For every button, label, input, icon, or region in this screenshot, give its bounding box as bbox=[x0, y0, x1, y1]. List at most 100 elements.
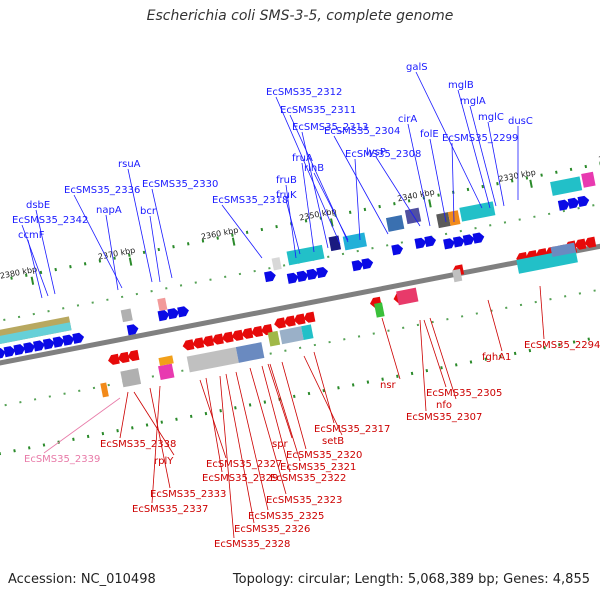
gene-label-top[interactable]: EcSMS35_2318 bbox=[212, 195, 288, 206]
gene-arrow-forward[interactable] bbox=[567, 197, 581, 209]
gene-arrow-forward[interactable] bbox=[462, 234, 476, 246]
gene-label-bottom[interactable]: EcSMS35_2329 bbox=[202, 473, 278, 484]
gene-label-top[interactable]: rihB bbox=[304, 163, 324, 174]
gene-label-top[interactable]: EcSMS35_2304 bbox=[324, 126, 400, 137]
gene-label-bottom[interactable]: EcSMS35_2326 bbox=[234, 524, 310, 535]
gene-label-bottom[interactable]: EcSMS35_2317 bbox=[314, 424, 390, 435]
cog-block[interactable] bbox=[396, 287, 419, 306]
gene-arrow-forward[interactable] bbox=[126, 323, 140, 336]
gene-label-top[interactable]: mglB bbox=[448, 80, 474, 91]
gene-label-top[interactable]: galS bbox=[406, 62, 428, 73]
cog-block[interactable] bbox=[267, 330, 281, 347]
gene-arrow-forward[interactable] bbox=[316, 266, 329, 279]
gene-label-bottom[interactable]: EcSMS35_2339 bbox=[24, 454, 100, 465]
gene-label-bottom[interactable]: nfo bbox=[436, 400, 452, 411]
gene-arrow-reverse[interactable] bbox=[211, 333, 224, 346]
gene-arrow-forward[interactable] bbox=[157, 309, 171, 322]
gene-arrow-reverse[interactable] bbox=[250, 325, 264, 338]
gene-arrow-forward[interactable] bbox=[391, 243, 404, 256]
cog-block[interactable] bbox=[385, 215, 405, 232]
cog-block[interactable] bbox=[436, 212, 451, 229]
gene-arrow-forward[interactable] bbox=[424, 235, 437, 247]
cog-block[interactable] bbox=[120, 368, 142, 388]
gene-arrow-forward[interactable] bbox=[264, 270, 277, 283]
gene-label-bottom[interactable]: EcSMS35_2327 bbox=[206, 459, 282, 470]
gene-label-bottom[interactable]: EcSMS35_2321 bbox=[280, 462, 356, 473]
gene-arrow-forward[interactable] bbox=[13, 343, 26, 356]
gene-arrow-forward[interactable] bbox=[33, 340, 46, 352]
cog-block[interactable] bbox=[452, 268, 463, 283]
gene-label-top[interactable]: dsbE bbox=[26, 200, 50, 211]
gene-label-bottom[interactable]: fghA1 bbox=[482, 352, 511, 363]
gene-label-top[interactable]: bcr bbox=[140, 206, 157, 217]
gene-label-top[interactable]: folE bbox=[420, 129, 439, 140]
gene-label-top[interactable]: mglA bbox=[460, 96, 486, 107]
gene-arrow-forward[interactable] bbox=[286, 272, 300, 284]
cog-block[interactable] bbox=[271, 257, 282, 271]
cog-block[interactable] bbox=[0, 322, 72, 346]
gene-arrow-forward[interactable] bbox=[361, 257, 374, 270]
gene-arrow-reverse[interactable] bbox=[221, 331, 234, 344]
cog-block[interactable] bbox=[100, 382, 109, 398]
cog-block[interactable] bbox=[342, 232, 367, 251]
gene-label-top[interactable]: EcSMS35_2342 bbox=[12, 215, 88, 226]
cog-block[interactable] bbox=[374, 302, 385, 318]
gene-label-top[interactable]: EcSMS35_2313 bbox=[292, 122, 368, 133]
gene-arrow-forward[interactable] bbox=[452, 236, 466, 248]
gene-label-bottom[interactable]: rplY bbox=[154, 456, 174, 467]
cog-block[interactable] bbox=[186, 347, 239, 373]
gene-label-bottom[interactable]: EcSMS35_2338 bbox=[100, 439, 176, 450]
gene-label-top[interactable]: EcSMS35_2330 bbox=[142, 179, 218, 190]
cog-block[interactable] bbox=[328, 235, 342, 252]
gene-arrow-reverse[interactable] bbox=[303, 311, 316, 324]
gene-label-bottom[interactable]: setB bbox=[322, 436, 344, 447]
gene-label-top[interactable]: cirA bbox=[398, 114, 417, 125]
cog-block[interactable] bbox=[157, 297, 168, 312]
gene-label-top[interactable]: EcSMS35_2312 bbox=[266, 87, 342, 98]
gene-label-bottom[interactable]: EcSMS35_2337 bbox=[132, 504, 208, 515]
gene-label-bottom[interactable]: EcSMS35_2294 bbox=[524, 340, 600, 351]
gene-label-top[interactable]: mglC bbox=[478, 112, 504, 123]
gene-arrow-reverse[interactable] bbox=[192, 337, 205, 349]
gene-arrow-forward[interactable] bbox=[3, 345, 17, 358]
gene-label-bottom[interactable]: EcSMS35_2322 bbox=[270, 473, 346, 484]
gene-label-top[interactable]: EcSMS35_2336 bbox=[64, 185, 140, 196]
gene-arrow-forward[interactable] bbox=[72, 332, 85, 344]
gene-label-top[interactable]: fruK bbox=[276, 190, 297, 201]
gene-arrow-reverse[interactable] bbox=[117, 351, 130, 364]
gene-label-bottom[interactable]: EcSMS35_2323 bbox=[266, 495, 342, 506]
gene-label-top[interactable]: EcSMS35_2308 bbox=[345, 149, 421, 160]
gene-arrow-forward[interactable] bbox=[306, 268, 319, 281]
gene-label-bottom[interactable]: EcSMS35_2328 bbox=[214, 539, 290, 550]
gene-arrow-forward[interactable] bbox=[557, 199, 571, 211]
gene-arrow-forward[interactable] bbox=[414, 237, 427, 249]
gene-label-top[interactable]: lysP bbox=[366, 147, 386, 158]
cog-block[interactable] bbox=[301, 324, 314, 341]
gene-label-top[interactable]: EcSMS35_2311 bbox=[280, 105, 356, 116]
cog-block[interactable] bbox=[404, 207, 422, 225]
cog-block[interactable] bbox=[286, 244, 325, 266]
gene-arrow-forward[interactable] bbox=[472, 232, 486, 244]
cog-block[interactable] bbox=[235, 342, 265, 363]
gene-arrow-reverse[interactable] bbox=[107, 353, 120, 366]
gene-label-top[interactable]: napA bbox=[96, 205, 122, 216]
gene-label-bottom[interactable]: spr bbox=[272, 439, 289, 450]
gene-label-top[interactable]: EcSMS35_2299 bbox=[442, 133, 518, 144]
gene-arrow-reverse[interactable] bbox=[231, 329, 244, 342]
gene-arrow-forward[interactable] bbox=[42, 338, 56, 350]
gene-arrow-reverse[interactable] bbox=[574, 238, 587, 251]
gene-label-top[interactable]: ccmF bbox=[18, 230, 45, 241]
gene-arrow-forward[interactable] bbox=[443, 237, 456, 250]
gene-label-bottom[interactable]: nsr bbox=[380, 380, 397, 391]
gene-arrow-forward[interactable] bbox=[0, 347, 6, 360]
cog-block[interactable] bbox=[550, 242, 577, 258]
gene-arrow-reverse[interactable] bbox=[293, 313, 306, 326]
gene-label-top[interactable]: dusC bbox=[508, 116, 533, 127]
gene-arrow-forward[interactable] bbox=[577, 195, 590, 207]
gene-arrow-forward[interactable] bbox=[296, 270, 310, 282]
gene-arrow-reverse[interactable] bbox=[127, 349, 140, 362]
gene-label-bottom[interactable]: EcSMS35_2307 bbox=[406, 412, 482, 423]
cog-block[interactable] bbox=[158, 363, 175, 381]
cog-block[interactable] bbox=[459, 201, 496, 222]
gene-arrow-reverse[interactable] bbox=[241, 327, 254, 340]
